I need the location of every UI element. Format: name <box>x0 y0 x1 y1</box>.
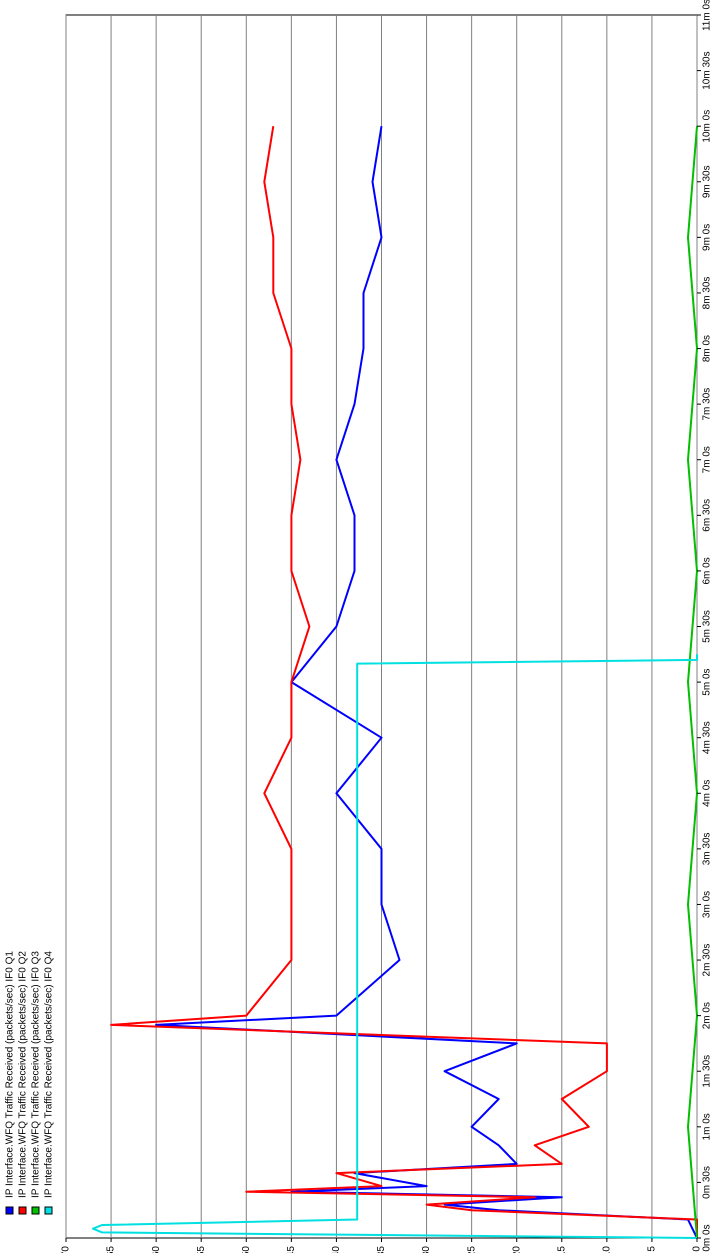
x-tick-label: 7m 30s <box>702 388 713 421</box>
x-tick-label: 6m 30s <box>702 499 713 532</box>
y-tick-label: 70 <box>61 1246 72 1253</box>
legend-label: IP Interface.WFQ Traffic Received (packe… <box>5 951 16 1198</box>
series-lines <box>92 126 698 1239</box>
y-tick-label: 10 <box>601 1246 612 1253</box>
y-tick-label: 20 <box>511 1246 522 1253</box>
x-tick-label: 10m 30s <box>702 51 713 89</box>
x-tick-label: 8m 30s <box>702 277 713 310</box>
x-tick-label: 3m 30s <box>702 832 713 865</box>
x-tick-label: 1m 30s <box>702 1055 713 1088</box>
x-tick-label: 3m 0s <box>702 891 713 918</box>
y-axis-ticks: 0 5 10 15 20 25 30 35 40 45 50 55 60 65 70 <box>61 1238 703 1257</box>
legend-label: IP Interface.WFQ Traffic Received (packe… <box>44 951 55 1198</box>
series-line-q3 <box>687 126 698 1239</box>
y-tick-label: 30 <box>421 1246 432 1253</box>
series-line-q4 <box>92 654 698 1239</box>
legend-label: IP Interface.WFQ Traffic Received (packe… <box>31 951 42 1198</box>
x-axis-ticks: 0m 0s 0m 30s 1m 0s 1m 30s 2m 0s 2m 30s 3m 0s 3m… <box>697 0 713 1252</box>
x-tick-label: 11m 0s <box>702 0 713 31</box>
x-tick-label: 5m 0s <box>702 668 713 695</box>
y-tick-label: 60 <box>151 1246 162 1253</box>
x-tick-label: 2m 30s <box>702 944 713 977</box>
legend: IP Interface.WFQ Traffic Received (packe… <box>5 951 55 1215</box>
legend-swatch <box>44 1206 53 1215</box>
x-tick-label: 5m 30s <box>702 610 713 643</box>
y-tick-label: 40 <box>331 1246 342 1253</box>
legend-swatch <box>18 1206 27 1215</box>
legend-label: IP Interface.WFQ Traffic Received (packe… <box>18 951 29 1198</box>
x-tick-label: 2m 0s <box>702 1002 713 1029</box>
x-tick-label: 0m 0s <box>702 1224 713 1251</box>
x-tick-label: 4m 0s <box>702 780 713 807</box>
y-tick-label: 45 <box>286 1246 297 1253</box>
x-tick-label: 8m 0s <box>702 335 713 362</box>
y-tick-label: 35 <box>376 1246 387 1253</box>
y-tick-label: 50 <box>241 1246 252 1253</box>
series-line-q2 <box>110 126 698 1238</box>
legend-swatch <box>5 1206 14 1215</box>
x-tick-label: 9m 30s <box>702 165 713 198</box>
x-tick-label: 4m 30s <box>702 721 713 754</box>
grid-lines <box>65 15 698 1238</box>
x-tick-label: 0m 30s <box>702 1166 713 1199</box>
x-tick-label: 1m 0s <box>702 1113 713 1140</box>
x-tick-label: 9m 0s <box>702 224 713 251</box>
x-tick-label: 10m 0s <box>702 110 713 143</box>
y-tick-label: 5 <box>647 1246 658 1252</box>
x-tick-label: 6m 0s <box>702 557 713 584</box>
y-tick-label: 55 <box>196 1246 207 1253</box>
y-tick-label: 25 <box>466 1246 477 1253</box>
y-tick-label: 15 <box>556 1246 567 1253</box>
x-tick-label: 7m 0s <box>702 446 713 473</box>
y-tick-label: 65 <box>106 1246 117 1253</box>
series-line-q1 <box>155 126 698 1239</box>
legend-swatch <box>31 1206 40 1215</box>
y-tick-label: 0 <box>692 1246 703 1252</box>
